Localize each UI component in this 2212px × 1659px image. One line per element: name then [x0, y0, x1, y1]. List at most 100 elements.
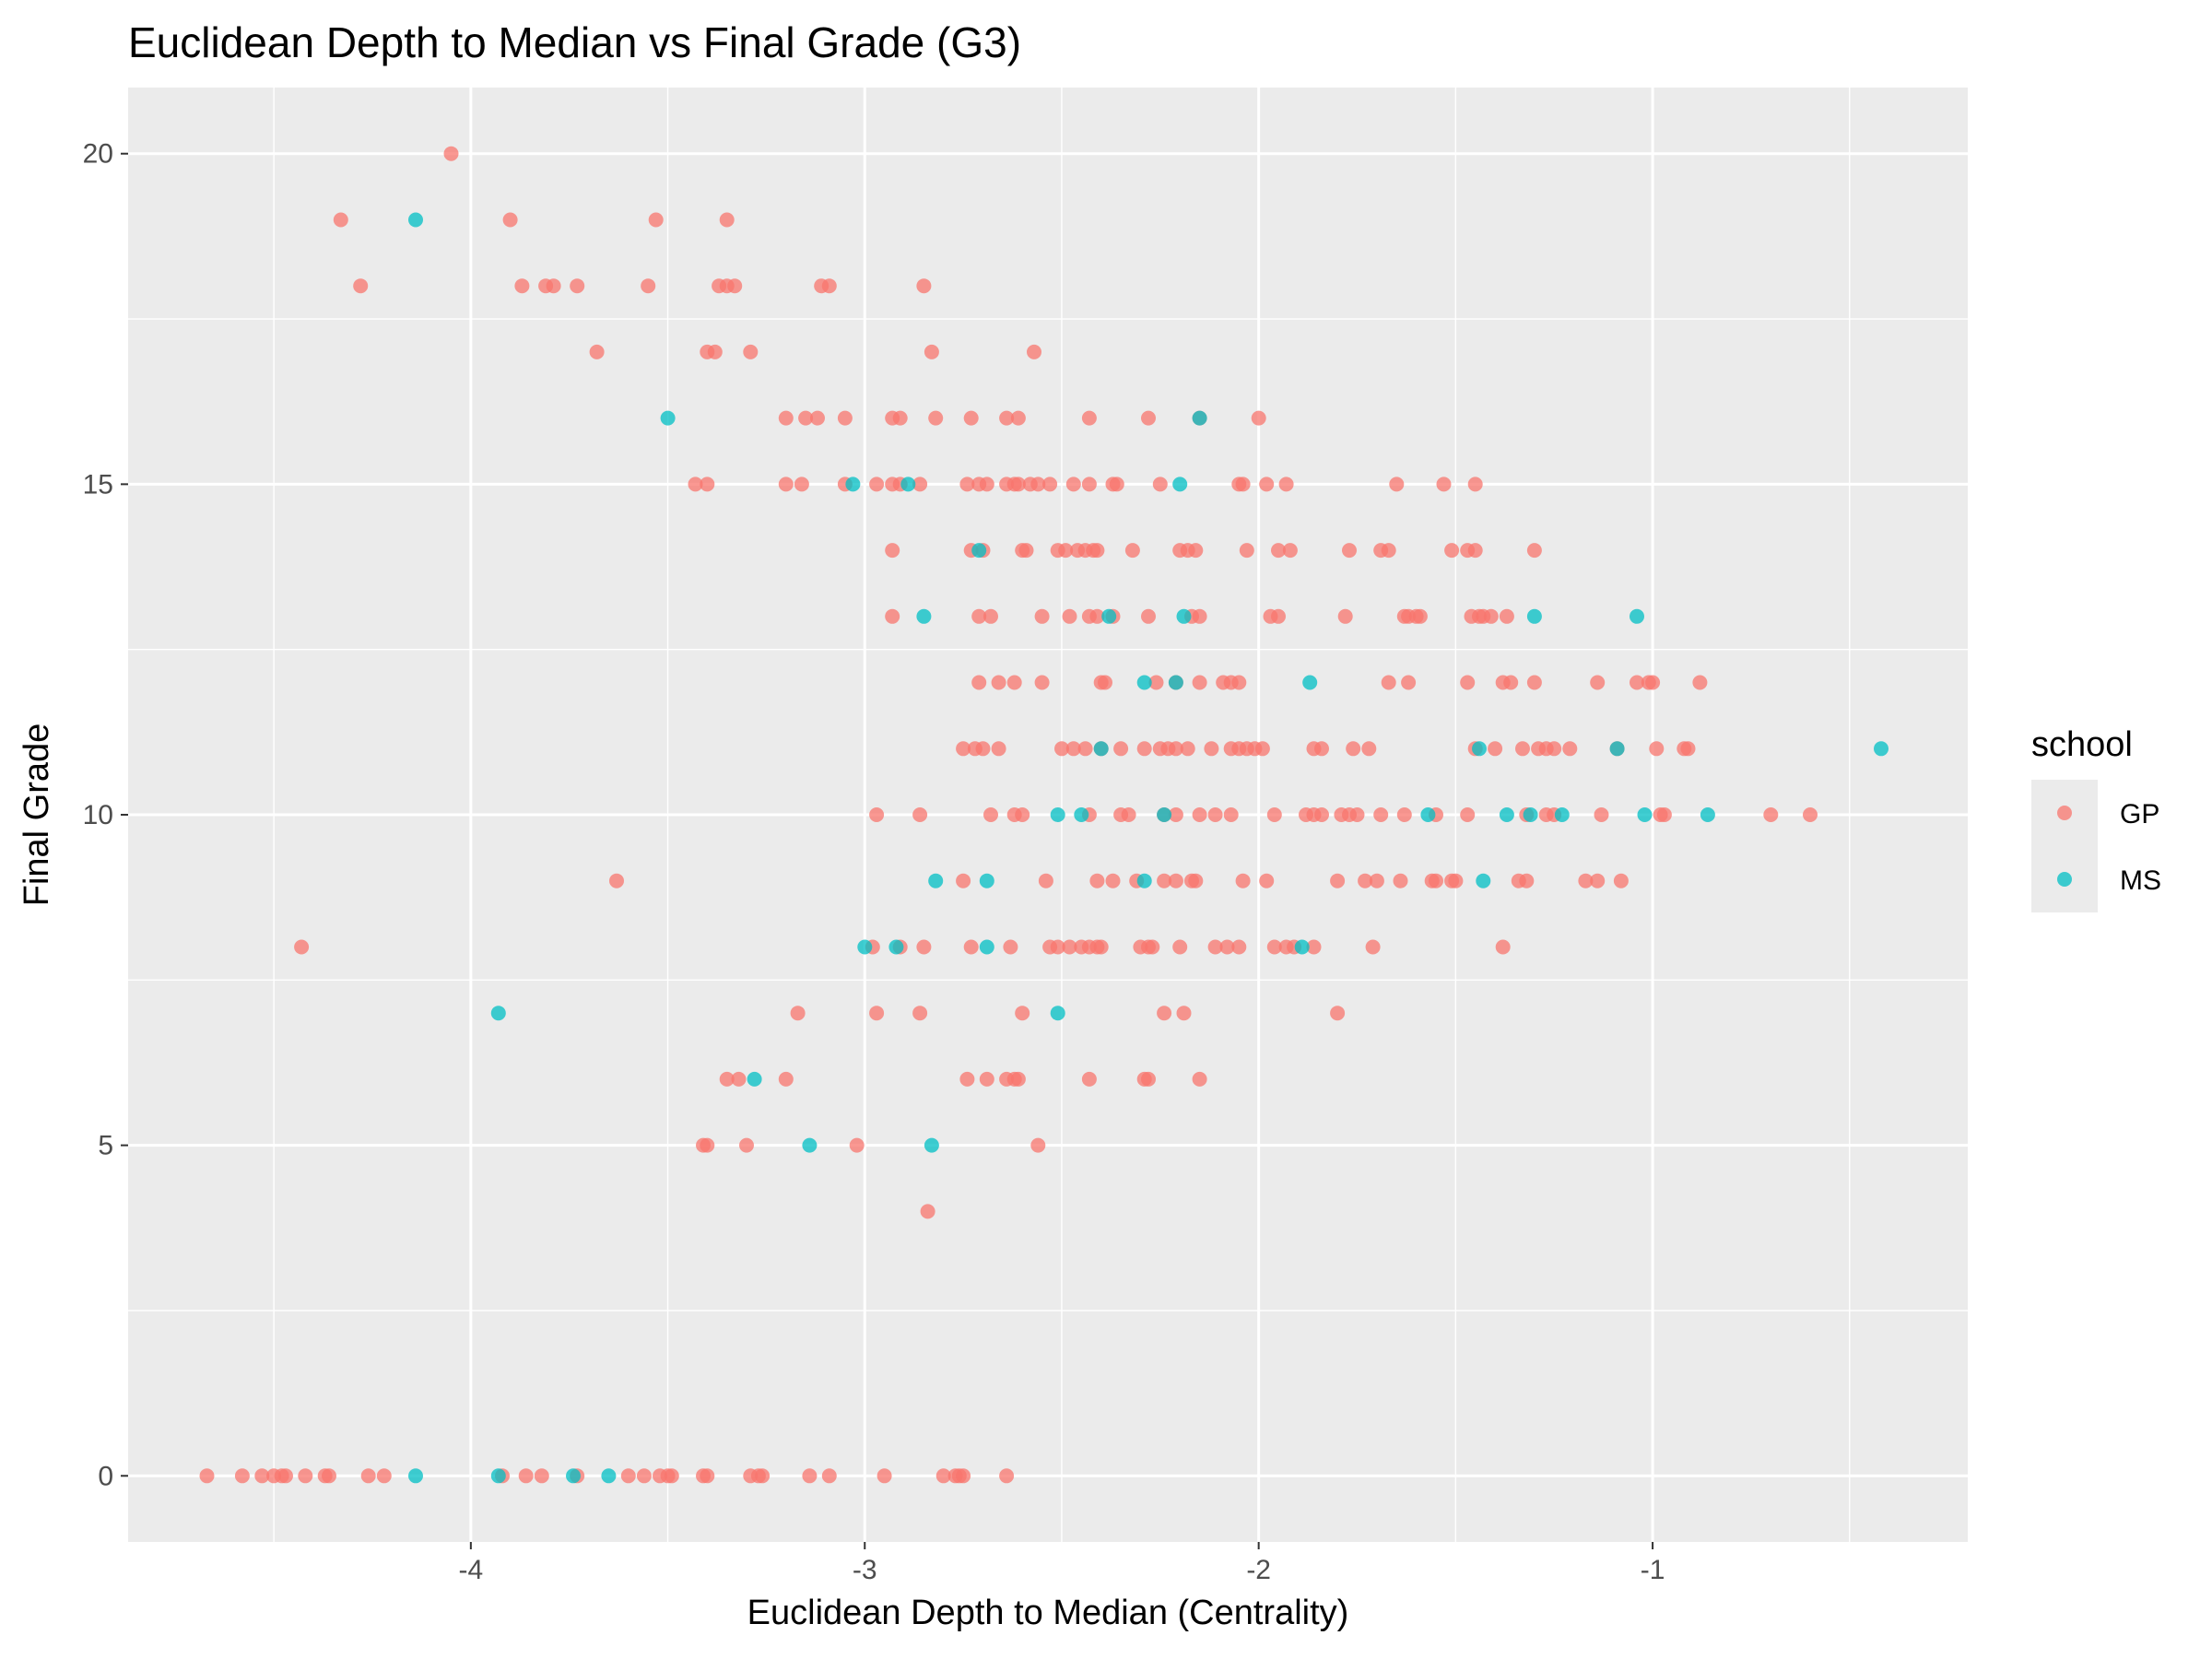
- data-point-gp: [1081, 410, 1097, 426]
- data-point-gp: [1006, 675, 1022, 690]
- data-point-gp: [1358, 873, 1373, 888]
- data-point-gp: [1259, 477, 1275, 492]
- data-point-gp: [1503, 675, 1519, 690]
- data-point-gp: [1373, 807, 1389, 822]
- data-point-gp: [1444, 543, 1460, 559]
- data-point-ms: [1476, 873, 1491, 888]
- chart-title: Euclidean Depth to Median vs Final Grade…: [128, 18, 1021, 66]
- data-point-ms: [408, 212, 423, 228]
- data-point-gp: [1207, 939, 1223, 955]
- data-point-ms: [566, 1468, 581, 1484]
- data-point-gp: [1188, 543, 1204, 559]
- data-point-gp: [1062, 608, 1077, 624]
- x-tick-label: -1: [1641, 1555, 1665, 1585]
- data-point-gp: [1467, 477, 1483, 492]
- data-point-gp: [1381, 543, 1396, 559]
- data-point-gp: [794, 477, 809, 492]
- data-point-gp: [1081, 1071, 1097, 1087]
- data-point-gp: [1062, 939, 1077, 955]
- data-point-gp: [620, 1468, 636, 1484]
- data-point-ms: [924, 1137, 939, 1153]
- data-point-gp: [1093, 939, 1109, 955]
- data-point-ms: [888, 939, 904, 955]
- data-point-gp: [1499, 608, 1514, 624]
- data-point-gp: [664, 1468, 679, 1484]
- data-point-gp: [991, 741, 1006, 757]
- data-point-ms: [802, 1137, 818, 1153]
- data-point-gp: [1003, 939, 1018, 955]
- data-point-ms: [601, 1468, 617, 1484]
- data-point-gp: [1054, 741, 1069, 757]
- data-point-gp: [1254, 741, 1270, 757]
- data-point-gp: [1050, 939, 1065, 955]
- data-point-gp: [700, 1468, 715, 1484]
- data-point-gp: [1235, 873, 1251, 888]
- data-point-gp: [975, 741, 991, 757]
- data-point-gp: [1152, 477, 1168, 492]
- data-point-ms: [900, 477, 916, 492]
- data-point-gp: [821, 278, 837, 294]
- data-point-gp: [1015, 807, 1030, 822]
- data-point-gp: [1136, 741, 1152, 757]
- data-point-gp: [546, 278, 561, 294]
- data-point-gp: [719, 212, 735, 228]
- data-point-gp: [688, 477, 703, 492]
- data-point-gp: [1613, 873, 1629, 888]
- y-tick-label: 20: [83, 139, 113, 170]
- data-point-gp: [778, 1071, 794, 1087]
- data-point-gp: [518, 1468, 534, 1484]
- data-point-ms: [857, 939, 873, 955]
- data-point-gp: [956, 741, 971, 757]
- data-point-gp: [1018, 543, 1034, 559]
- data-point-gp: [1204, 741, 1219, 757]
- data-point-ms: [1526, 608, 1542, 624]
- data-point-ms: [1472, 741, 1487, 757]
- data-point-gp: [885, 543, 900, 559]
- data-point-gp: [877, 1468, 892, 1484]
- data-point-gp: [570, 278, 585, 294]
- data-point-ms: [1420, 807, 1436, 822]
- data-point-gp: [1526, 543, 1542, 559]
- data-point-gp: [1113, 741, 1129, 757]
- data-point-gp: [1266, 807, 1282, 822]
- data-point-ms: [1176, 608, 1192, 624]
- data-point-gp: [254, 1468, 270, 1484]
- data-point-gp: [1148, 675, 1164, 690]
- data-point-gp: [707, 344, 723, 359]
- data-point-gp: [1590, 873, 1606, 888]
- data-point-gp: [1034, 675, 1050, 690]
- data-point-gp: [1412, 608, 1428, 624]
- data-point-gp: [983, 608, 998, 624]
- data-point-gp: [983, 807, 998, 822]
- data-point-gp: [1176, 1006, 1192, 1021]
- data-point-gp: [1058, 543, 1074, 559]
- data-point-gp: [1349, 807, 1365, 822]
- data-point-gp: [869, 807, 885, 822]
- data-point-gp: [1192, 608, 1207, 624]
- data-point-ms: [1050, 1006, 1065, 1021]
- y-axis: 0 5 10 15 20: [83, 139, 128, 1491]
- legend-key-ms: [2057, 872, 2072, 887]
- data-point-gp: [1065, 741, 1081, 757]
- data-point-gp: [1042, 477, 1058, 492]
- data-point-gp: [1590, 675, 1606, 690]
- data-point-gp: [1223, 807, 1239, 822]
- data-point-gp: [739, 1137, 754, 1153]
- data-point-gp: [1645, 675, 1661, 690]
- legend: school GP MS: [2031, 725, 2161, 912]
- data-point-ms: [1192, 410, 1207, 426]
- data-point-gp: [443, 146, 459, 161]
- data-point-gp: [1034, 608, 1050, 624]
- data-point-gp: [1393, 873, 1408, 888]
- data-point-gp: [1188, 873, 1204, 888]
- data-point-gp: [837, 410, 853, 426]
- data-point-gp: [1065, 477, 1081, 492]
- data-point-gp: [1259, 873, 1275, 888]
- data-point-gp: [1803, 807, 1818, 822]
- data-point-gp: [1526, 675, 1542, 690]
- data-point-gp: [912, 1006, 928, 1021]
- data-point-gp: [1389, 477, 1405, 492]
- data-point-gp: [869, 477, 885, 492]
- data-point-gp: [1231, 675, 1247, 690]
